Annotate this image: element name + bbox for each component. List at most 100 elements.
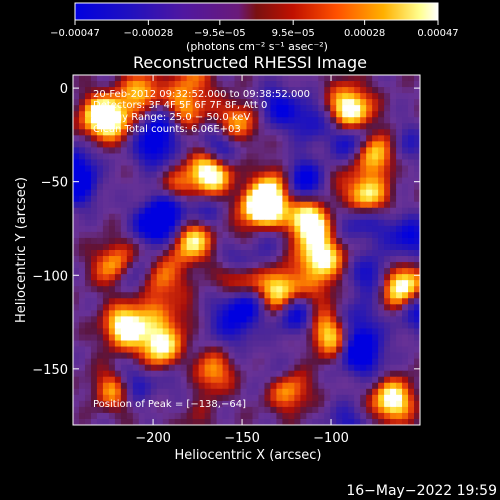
heatmap-cell [312, 183, 319, 191]
heatmap-cell [336, 274, 343, 281]
heatmap-cell [270, 111, 278, 118]
heatmap-cell [126, 310, 134, 317]
heatmap-cell [174, 412, 182, 420]
heatmap-cell [216, 201, 224, 209]
heatmap-cell [234, 400, 242, 408]
heatmap-cell [360, 322, 367, 330]
heatmap-cell [114, 189, 122, 197]
heatmap-cell [240, 406, 248, 414]
heatmap-cell [73, 394, 80, 402]
heatmap-cell [252, 219, 260, 227]
heatmap-cell [192, 147, 200, 155]
heatmap-cell [162, 141, 170, 149]
heatmap-cell [150, 328, 158, 336]
heatmap-cell [252, 364, 260, 372]
heatmap-cell [378, 340, 385, 348]
heatmap-cell [318, 400, 325, 408]
heatmap-cell [348, 304, 355, 311]
plot-frame [72, 74, 421, 426]
heatmap-cell [96, 195, 104, 203]
heatmap-cell [240, 189, 248, 197]
heatmap-cell [270, 99, 278, 106]
heatmap-cell [216, 370, 224, 378]
heatmap-cell [360, 111, 367, 118]
heatmap-cell [90, 225, 98, 233]
heatmap-image [73, 75, 420, 425]
heatmap-cell [282, 394, 289, 402]
heatmap-cell [222, 93, 230, 100]
heatmap-cell [156, 159, 164, 167]
heatmap-cell [330, 123, 337, 130]
heatmap-cell [330, 322, 337, 330]
heatmap-cell [348, 237, 355, 245]
heatmap-cell [222, 370, 230, 378]
heatmap-cell [348, 292, 355, 299]
heatmap-cell [102, 268, 110, 275]
heatmap-cell [120, 231, 128, 239]
heatmap-cell [288, 376, 295, 384]
heatmap-cell [384, 123, 391, 130]
heatmap-cell [276, 129, 283, 136]
heatmap-cell [384, 268, 391, 275]
heatmap-cell [114, 213, 122, 221]
heatmap-cell [216, 364, 224, 372]
heatmap-cell [396, 268, 403, 275]
heatmap-cell [294, 322, 301, 330]
heatmap-cell [366, 394, 373, 402]
heatmap-cell [228, 147, 236, 155]
heatmap-cell [126, 274, 134, 281]
heatmap-cell [168, 153, 176, 161]
heatmap-cell [306, 93, 313, 100]
heatmap-cell [90, 123, 98, 130]
heatmap-cell [270, 262, 278, 269]
heatmap-cell [342, 298, 349, 305]
heatmap-cell [354, 370, 361, 378]
heatmap-cell [222, 280, 230, 287]
heatmap-cell [378, 262, 385, 269]
heatmap-cell [342, 400, 349, 408]
heatmap-cell [378, 292, 385, 299]
heatmap-cell [282, 274, 289, 281]
heatmap-cell [384, 382, 391, 390]
heatmap-cell [384, 406, 391, 414]
heatmap-cell [312, 364, 319, 372]
heatmap-cell [288, 213, 295, 221]
heatmap-cell [288, 262, 295, 269]
heatmap-cell [312, 304, 319, 311]
heatmap-cell [306, 364, 313, 372]
heatmap-cell [366, 382, 373, 390]
heatmap-cell [168, 370, 176, 378]
heatmap-cell [168, 262, 176, 269]
heatmap-cell [234, 286, 242, 293]
heatmap-cell [372, 195, 379, 203]
heatmap-cell [222, 123, 230, 130]
heatmap-cell [324, 189, 331, 197]
heatmap-cell [360, 207, 367, 215]
heatmap-cell [210, 370, 218, 378]
heatmap-cell [414, 346, 420, 354]
heatmap-cell [288, 250, 295, 257]
heatmap-cell [234, 394, 242, 402]
heatmap-cell [246, 129, 254, 136]
heatmap-cell [192, 334, 200, 342]
heatmap-cell [156, 189, 164, 197]
heatmap-cell [156, 171, 164, 179]
heatmap-cell [366, 129, 373, 136]
heatmap-cell [324, 340, 331, 348]
heatmap-cell [240, 376, 248, 384]
heatmap-cell [144, 75, 152, 82]
heatmap-cell [414, 394, 420, 402]
heatmap-cell [84, 147, 92, 155]
heatmap-cell [216, 346, 224, 354]
heatmap-cell [294, 406, 301, 414]
heatmap-cell [378, 280, 385, 287]
heatmap-cell [180, 394, 188, 402]
heatmap-cell [168, 328, 176, 336]
heatmap-cell [288, 195, 295, 203]
heatmap-cell [132, 340, 140, 348]
heatmap-cell [210, 111, 218, 118]
heatmap-cell [282, 418, 289, 425]
heatmap-cell [414, 292, 420, 299]
heatmap-cell [342, 111, 349, 118]
heatmap-cell [324, 159, 331, 167]
